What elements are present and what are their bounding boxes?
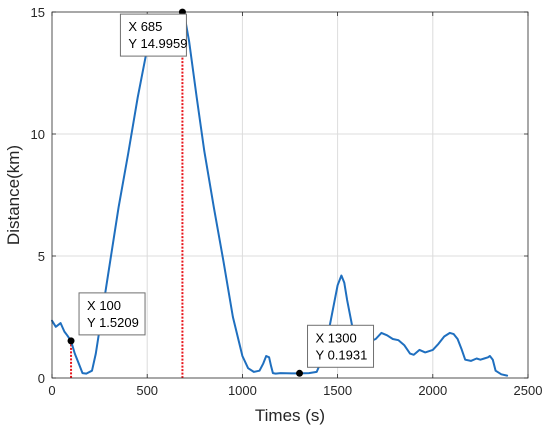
- datatip-box: [78, 292, 146, 336]
- datatip-x-text: X 685: [128, 19, 162, 34]
- ticks: 0 500 1000 1500 2000 2500 0 5 10 15: [31, 5, 543, 398]
- datatip-x-text: X 100: [87, 298, 121, 313]
- x-tick-label: 1000: [228, 383, 257, 398]
- x-tick-label: 1500: [323, 383, 352, 398]
- datatip-marker: [67, 337, 75, 345]
- x-tick-label: 500: [136, 383, 158, 398]
- datatip-guides: [70, 12, 184, 378]
- datatips: X 100 Y 1.5209 X 685 Y 14.9959 X 1300 Y 0.193…: [67, 8, 375, 377]
- datatip-y-text: Y 1.5209: [87, 315, 139, 330]
- datatip-x-text: X 1300: [316, 330, 357, 345]
- y-axis-label: Distance(km): [4, 145, 23, 245]
- x-tick-label: 2500: [514, 383, 543, 398]
- plot-frame: [51, 11, 529, 379]
- grid: [52, 12, 528, 378]
- y-tick-label: 0: [38, 371, 45, 386]
- datatip-box: [307, 324, 375, 368]
- datatip-box: [119, 13, 187, 57]
- datatip-marker: [296, 369, 304, 377]
- y-tick-label: 10: [31, 127, 45, 142]
- x-axis-label: Times (s): [255, 406, 325, 425]
- y-tick-label: 15: [31, 5, 45, 20]
- datatip-y-text: Y 0.1931: [316, 347, 368, 362]
- x-tick-label: 2000: [418, 383, 447, 398]
- x-tick-label: 0: [48, 383, 55, 398]
- y-tick-label: 5: [38, 249, 45, 264]
- datatip-y-text: Y 14.9959: [128, 36, 187, 51]
